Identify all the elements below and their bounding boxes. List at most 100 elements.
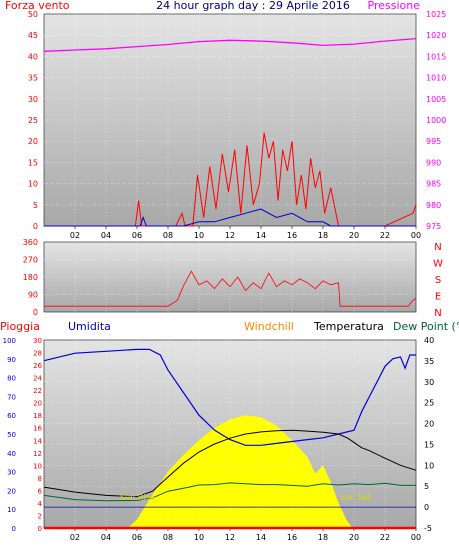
legend-rain: Pioggia [0,320,40,333]
wind-force-header: Forza vento [5,0,70,12]
wind-direction-line [44,270,417,307]
legend-temperature: Temperatura [313,320,384,333]
pressure-y-tick-label: 1015 [426,52,446,61]
humidity-y-tick-label: 10 [7,506,16,514]
x-tick-label: 00 [411,533,421,542]
wind-y-tick-label: 40 [28,52,38,61]
humidity-y-tick-label: 80 [7,375,16,383]
direction-letter: E [435,292,441,303]
wind-y-tick-label: 50 [28,10,38,19]
pressure-y-tick-label: 990 [426,158,441,167]
temp-y-tick-label: 5 [424,482,429,491]
legend-windchill: Windchill [244,320,294,333]
humidity-line [43,348,416,446]
x-tick-label: 10 [194,533,204,542]
legend-dewpoint: Dew Point (°C [393,320,459,333]
wind-y-tick-label: 25 [28,116,38,125]
x-tick-label: 22 [380,533,390,542]
pressure-y-tick-label: 1000 [426,116,446,125]
dewpoint-line [43,482,416,502]
legend-humidity: Umidita [68,320,111,333]
humidity-y-tick-label: 60 [7,412,16,420]
x-tick-label: 04 [101,231,111,240]
direction-y-tick-label: 90 [28,291,38,300]
humidity-y-tick-label: 90 [7,356,16,364]
direction-panel-grid [44,242,416,312]
chart-title: 24 hour graph day : 29 Aprile 2016 [156,0,350,12]
direction-letter: W [433,259,443,270]
rain-y-tick-label: 18 [33,412,42,420]
humidity-y-tick-label: 40 [7,450,16,458]
x-tick-label: 12 [225,533,235,542]
humidity-y-tick-label: 100 [3,337,16,345]
temp-y-tick-label: 40 [424,336,434,345]
direction-letter: S [435,275,441,286]
pressure-y-tick-label: 1010 [426,74,446,83]
temperature-line [43,429,417,498]
rain-y-tick-label: 28 [33,350,42,358]
x-tick-label: 20 [349,533,359,542]
x-tick-label: 08 [163,231,173,240]
direction-letter: N [434,308,441,319]
wind-pressure-panel: 0510152025303540455097598098599099510001… [28,10,447,240]
panel3-legend: Pioggia Umidita Windchill Temperatura De… [0,320,459,333]
pressure-y-tick-label: 1025 [426,10,446,19]
pressure-y-tick-label: 1005 [426,95,446,104]
rain-y-tick-label: 30 [33,337,42,345]
temp-panel-axes: -505101520253035400246810121416182022242… [3,336,435,542]
rain-y-tick-label: 16 [33,425,42,433]
rain-y-tick-label: 6 [38,487,43,495]
wind-panel-grid [44,14,416,226]
x-tick-label: 12 [225,231,235,240]
pressure-header: Pressione [368,0,421,12]
humidity-y-tick-label: 20 [7,487,16,495]
pressure-y-tick-label: 985 [426,180,441,189]
humidity-y-tick-label: 50 [7,431,16,439]
pressure-y-tick-label: 975 [426,222,441,231]
humidity-y-tick-label: 0 [12,525,16,533]
temp-humidity-panel: -505101520253035400246810121416182022242… [3,336,435,542]
temp-y-tick-label: 10 [424,461,434,470]
x-tick-label: 14 [256,231,266,240]
temp-y-tick-label: 30 [424,378,434,387]
rain-y-tick-label: 20 [33,400,42,408]
rain-y-tick-label: 2 [38,512,42,520]
x-tick-label: 06 [132,231,142,240]
rain-y-tick-label: 12 [33,450,42,458]
temp-y-tick-label: 20 [424,420,434,429]
x-tick-label: 06 [132,533,142,542]
x-tick-label: 14 [256,533,266,542]
rain-y-tick-label: 22 [33,387,42,395]
wind-y-tick-label: 15 [28,158,38,167]
temp-panel-plot [43,348,417,530]
temp-y-tick-label: 15 [424,440,434,449]
wind-y-tick-label: 10 [28,180,38,189]
direction-y-tick-label: 270 [23,256,38,265]
temp-y-tick-label: 25 [424,399,434,408]
pressure-y-tick-label: 995 [426,137,441,146]
wind-y-tick-label: 0 [33,222,38,231]
wind-y-tick-label: 30 [28,95,38,104]
pressure-line [43,37,417,52]
rain-y-tick-label: 4 [38,500,43,508]
rain-y-tick-label: 10 [33,462,42,470]
sunrise-label: Sun Rise [120,493,155,502]
x-tick-label: 10 [194,231,204,240]
wind-y-tick-label: 45 [28,31,38,40]
rain-y-tick-label: 8 [38,475,42,483]
temp-y-tick-label: -5 [424,524,432,533]
gust-line [44,208,416,227]
wind-y-tick-label: 35 [28,74,38,83]
rain-y-tick-label: 26 [33,362,42,370]
sunset-label: Sun Set [340,493,371,502]
rain-y-tick-label: 24 [33,375,42,383]
x-tick-label: 20 [349,231,359,240]
pressure-y-tick-label: 1020 [426,31,446,40]
direction-y-tick-label: 180 [23,273,38,282]
x-tick-label: 18 [318,231,328,240]
x-tick-label: 02 [70,533,80,542]
direction-panel-plot [44,270,417,307]
x-tick-label: 16 [287,231,297,240]
